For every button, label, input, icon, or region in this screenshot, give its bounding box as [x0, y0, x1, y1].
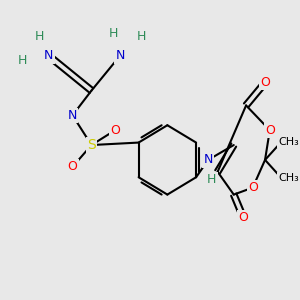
- Text: O: O: [248, 181, 258, 194]
- Text: CH₃: CH₃: [278, 137, 299, 147]
- Text: N: N: [44, 50, 53, 62]
- Text: O: O: [238, 211, 248, 224]
- Text: N: N: [203, 153, 213, 167]
- Text: H: H: [109, 27, 118, 40]
- Text: O: O: [68, 160, 77, 173]
- Text: O: O: [110, 124, 120, 137]
- Text: H: H: [18, 54, 27, 67]
- Text: CH₃: CH₃: [278, 173, 299, 183]
- Text: O: O: [260, 76, 270, 89]
- Text: H: H: [207, 173, 217, 186]
- Text: N: N: [115, 50, 124, 62]
- Text: N: N: [68, 109, 77, 122]
- Text: H: H: [34, 30, 44, 43]
- Text: O: O: [265, 124, 275, 137]
- Text: H: H: [137, 30, 146, 43]
- Text: S: S: [87, 138, 96, 152]
